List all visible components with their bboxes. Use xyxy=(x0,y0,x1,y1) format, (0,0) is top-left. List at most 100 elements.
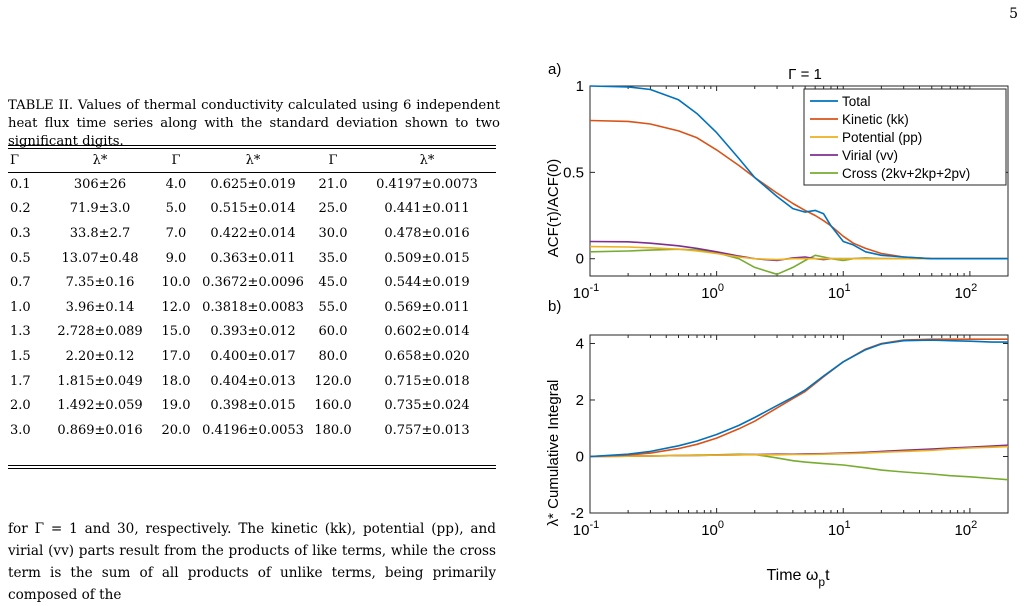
x-tick-exponent: 1 xyxy=(845,282,851,294)
cell-lambda: 0.478±0.016 xyxy=(384,225,470,241)
cell-gamma: 35.0 xyxy=(318,250,348,266)
x-tick-base: 10 xyxy=(701,285,718,302)
legend: Total Kinetic (kk) Potential (pp) Virial (v… xyxy=(803,88,1007,186)
axes-frame-a xyxy=(589,85,1009,277)
cell-lambda: 306±26 xyxy=(73,176,127,192)
cell-gamma: 10.0 xyxy=(161,275,191,291)
x-axis-label: Time ωpt xyxy=(766,567,830,589)
cell-lambda: 0.757±0.013 xyxy=(384,422,470,438)
series-line-b-0 xyxy=(589,339,1008,458)
header-lambda-1: λ* xyxy=(92,152,108,168)
legend-entry: Cross (2kv+2kp+2pv) xyxy=(842,166,970,181)
series-line-a-3 xyxy=(589,240,1008,262)
cell-gamma: 1.7 xyxy=(10,373,31,389)
cell-gamma: 15.0 xyxy=(161,324,191,340)
y-tick-label-a: 0 xyxy=(576,251,584,268)
y-tick-label-a: 0.5 xyxy=(563,164,584,181)
cell-lambda: 1.492±0.059 xyxy=(57,398,143,414)
cell-lambda: 0.569±0.011 xyxy=(384,299,470,315)
panel-b-ylabel: λ* Cumulative Integral xyxy=(545,380,562,527)
cell-lambda: 0.422±0.014 xyxy=(210,225,296,241)
cell-gamma: 0.7 xyxy=(10,275,31,291)
cell-lambda: 0.4197±0.0073 xyxy=(376,176,478,192)
cell-gamma: 2.0 xyxy=(10,398,31,414)
x-tick-label-b: 10-1 xyxy=(573,519,599,539)
cell-lambda: 0.869±0.016 xyxy=(57,422,143,438)
body-paragraph: for Γ = 1 and 30, respectively. The kine… xyxy=(8,521,496,603)
table-top-rule-2 xyxy=(8,148,496,149)
table-bottom-rule xyxy=(8,465,496,466)
y-tick-label-b: 0 xyxy=(576,448,584,465)
cell-gamma: 17.0 xyxy=(161,348,191,364)
cell-lambda: 0.602±0.014 xyxy=(384,324,470,340)
cell-lambda: 7.35±0.16 xyxy=(65,275,135,291)
series-line-a-2 xyxy=(589,245,1008,261)
table-row: 1.0 3.96±0.14 12.0 0.3818±0.0083 55.0 0.569±0… xyxy=(8,295,496,320)
x-tick-label-a: 100 xyxy=(701,282,724,302)
cell-lambda: 13.07±0.48 xyxy=(61,250,139,266)
series-line-b-4 xyxy=(589,453,1009,481)
x-tick-exponent: 2 xyxy=(971,282,977,294)
cell-gamma: 25.0 xyxy=(318,201,348,217)
cell-gamma: 1.0 xyxy=(10,299,31,315)
cell-lambda: 0.404±0.013 xyxy=(210,373,296,389)
cell-lambda: 0.3672±0.0096 xyxy=(202,275,304,291)
table-row: 3.0 0.869±0.016 20.0 0.4196±0.0053 180.0 0.75… xyxy=(8,418,496,443)
x-tick-exponent: 2 xyxy=(971,519,977,531)
cell-gamma: 9.0 xyxy=(165,250,187,266)
table-row: 0.3 33.8±2.7 7.0 0.422±0.014 30.0 0.478±0.016 xyxy=(8,221,496,246)
cell-gamma: 180.0 xyxy=(314,422,352,438)
series-line-a-4 xyxy=(589,248,1008,276)
cell-gamma: 0.1 xyxy=(10,176,31,192)
cell-lambda: 0.3818±0.0083 xyxy=(202,299,304,315)
y-tick-label-a: 1 xyxy=(576,78,584,95)
cell-gamma: 45.0 xyxy=(318,275,348,291)
cell-lambda: 0.715±0.018 xyxy=(384,373,470,389)
y-tick-label-b: -2 xyxy=(571,505,584,522)
legend-entry: Total xyxy=(842,94,871,109)
cell-gamma: 80.0 xyxy=(318,348,348,364)
cell-lambda: 0.515±0.014 xyxy=(210,201,296,217)
table-row: 0.5 13.07±0.48 9.0 0.363±0.011 35.0 0.509±0.0… xyxy=(8,246,496,271)
cell-gamma: 1.5 xyxy=(10,348,31,364)
x-axis-label-main: Time ω xyxy=(766,567,818,584)
cell-gamma: 1.3 xyxy=(10,324,31,340)
x-tick-exponent: 1 xyxy=(845,519,851,531)
cell-gamma: 21.0 xyxy=(318,176,348,192)
x-tick-exponent: -1 xyxy=(589,282,599,294)
x-tick-base: 10 xyxy=(701,522,718,539)
x-tick-label-b: 102 xyxy=(954,519,977,539)
table-row: 0.2 71.9±3.0 5.0 0.515±0.014 25.0 0.441±0.011 xyxy=(8,197,496,222)
header-lambda-2: λ* xyxy=(245,152,261,168)
cell-lambda: 0.400±0.017 xyxy=(210,348,296,364)
x-tick-base: 10 xyxy=(954,522,971,539)
cell-lambda: 0.735±0.024 xyxy=(384,398,470,414)
cell-lambda: 0.441±0.011 xyxy=(384,201,470,217)
cell-gamma: 0.2 xyxy=(10,201,31,217)
panel-a-title: Γ = 1 xyxy=(788,66,822,83)
panel-a-ylabel: ACF(τ)/ACF(0) xyxy=(545,159,562,257)
x-tick-exponent: -1 xyxy=(589,519,599,531)
panel-a-lines xyxy=(589,85,1008,276)
table-header-row: Γ λ* Γ λ* Γ λ* xyxy=(8,148,496,172)
x-tick-label-a: 102 xyxy=(954,282,977,302)
x-tick-label-a: 101 xyxy=(828,282,851,302)
x-tick-base: 10 xyxy=(573,522,590,539)
cell-gamma: 160.0 xyxy=(314,398,352,414)
panel-b-label: b) xyxy=(548,298,561,315)
cell-lambda: 2.20±0.12 xyxy=(65,348,135,364)
table-row: 1.3 2.728±0.089 15.0 0.393±0.012 60.0 0.602±0… xyxy=(8,320,496,345)
legend-entry: Potential (pp) xyxy=(842,130,922,145)
x-tick-label-b: 101 xyxy=(828,519,851,539)
axes-frame-b xyxy=(589,334,1009,514)
x-tick-label-a: 10-1 xyxy=(573,282,599,302)
x-tick-base: 10 xyxy=(573,285,590,302)
cell-gamma: 19.0 xyxy=(161,398,191,414)
cell-gamma: 120.0 xyxy=(314,373,352,389)
cell-lambda: 0.658±0.020 xyxy=(384,348,470,364)
y-tick-label-b: 4 xyxy=(576,335,584,352)
series-line-b-2 xyxy=(589,445,1009,458)
table-caption: TABLE II. Values of thermal conductivity… xyxy=(8,98,500,149)
